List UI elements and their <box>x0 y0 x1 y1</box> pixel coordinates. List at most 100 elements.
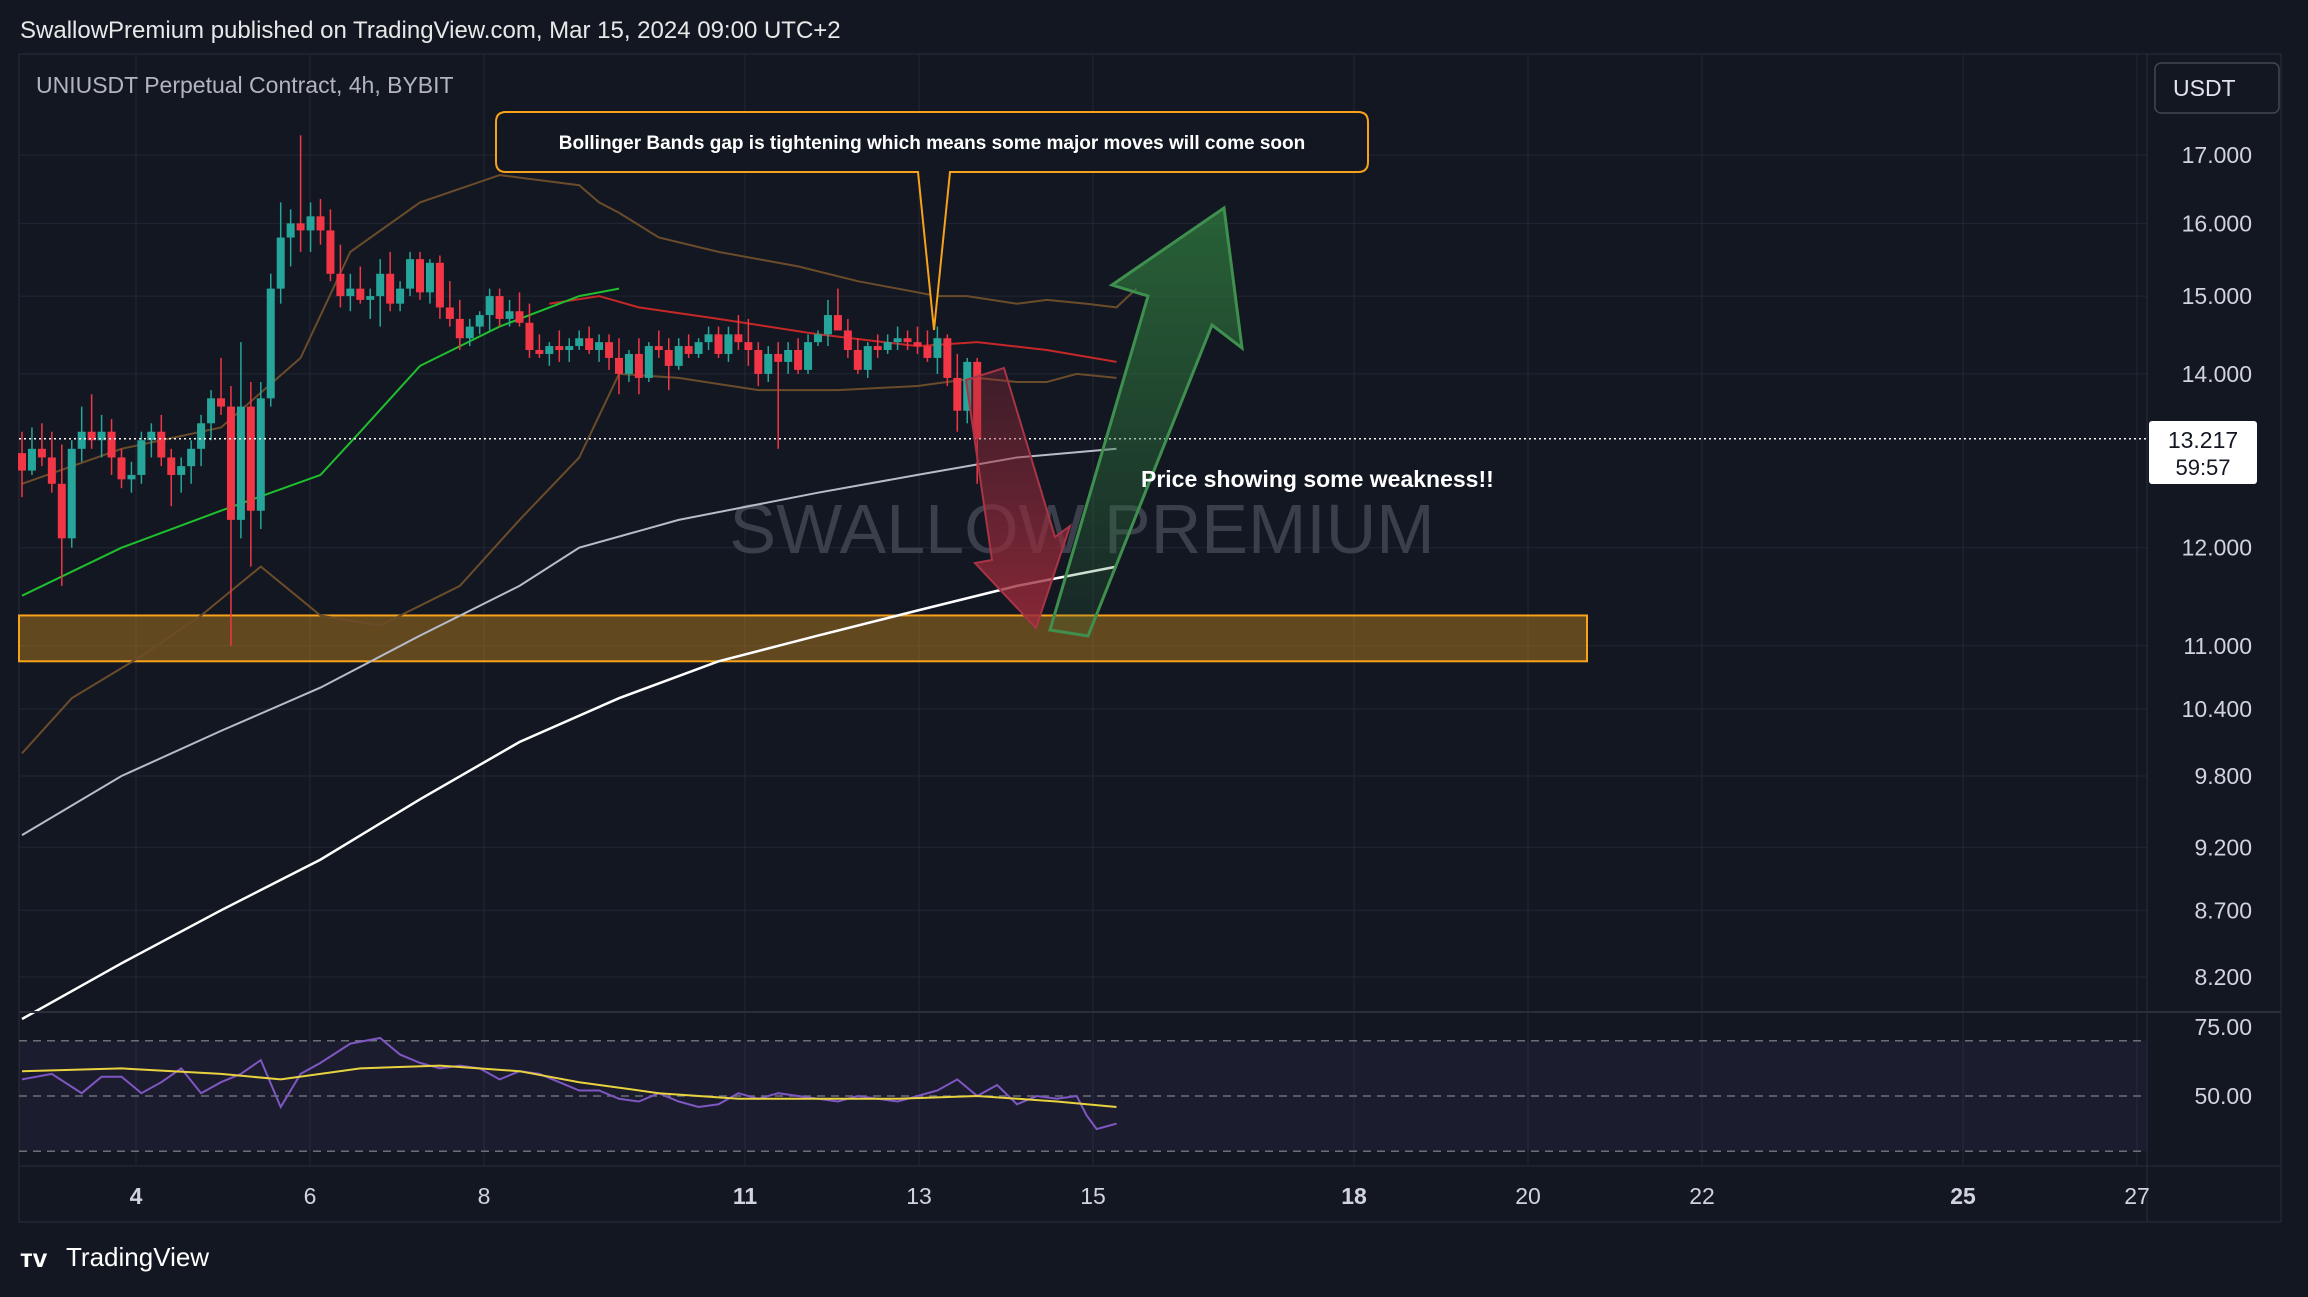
candle-up <box>624 349 633 382</box>
candle-down <box>664 338 673 391</box>
time-tick-label: 18 <box>1341 1183 1367 1209</box>
price-tick-label: 12.000 <box>2182 535 2252 561</box>
candle-down <box>167 448 176 507</box>
candle-down <box>47 431 56 493</box>
time-tick-label: 13 <box>906 1183 932 1209</box>
candle-down <box>923 330 932 362</box>
price-tick-label: 10.400 <box>2182 696 2252 722</box>
candle-up <box>396 281 405 312</box>
candle-down <box>714 326 723 358</box>
candle-down <box>455 299 464 350</box>
price-tick-label: 16.000 <box>2182 210 2252 236</box>
candle-down <box>853 338 862 374</box>
candle-down <box>87 394 96 449</box>
candle-up <box>863 342 872 378</box>
time-tick-label: 27 <box>2124 1183 2150 1209</box>
ma-gray-line <box>21 447 1117 836</box>
candle-up <box>893 326 902 350</box>
candle-down <box>157 414 166 467</box>
bearish-arrow <box>964 366 1072 630</box>
candle-up <box>644 342 653 382</box>
time-tick-label: 4 <box>130 1183 143 1209</box>
candle-up <box>465 318 474 347</box>
candle-down <box>107 419 116 475</box>
chart-panel <box>18 53 2282 1223</box>
time-tick-label: 6 <box>304 1183 317 1209</box>
candle-down <box>754 342 763 387</box>
publish-line: SwallowPremium published on TradingView.… <box>20 17 841 44</box>
bullish-arrow <box>1048 205 1244 638</box>
candle-up <box>276 202 285 304</box>
candle-down <box>744 318 753 366</box>
candle-down <box>873 334 882 358</box>
candle-down <box>18 431 26 498</box>
tradingview-logo[interactable]: ᴛᴠ TradingView <box>20 1242 209 1273</box>
candle-up <box>475 311 484 335</box>
candle-down <box>943 334 952 387</box>
candle-down <box>316 198 325 245</box>
currency-label: USDT <box>2173 75 2236 101</box>
rsi-tick-label: 75.00 <box>2194 1014 2252 1040</box>
rsi-ma-line <box>21 1064 1117 1108</box>
candle-up <box>406 251 415 297</box>
candle-up <box>67 440 76 548</box>
candle-up <box>565 338 574 362</box>
candle-up <box>27 427 36 475</box>
candle-down <box>585 326 594 354</box>
candle-down <box>336 244 345 308</box>
candle-up <box>823 299 832 347</box>
candle-up <box>256 381 265 530</box>
candle-up <box>306 202 315 252</box>
candle-down <box>326 209 335 282</box>
bbands-annotation: Bollinger Bands gap is tightening which … <box>559 133 1305 154</box>
tradingview-logo-icon: ᴛᴠ <box>20 1243 48 1273</box>
price-tick-label: 8.700 <box>2194 897 2252 923</box>
bollinger-upper-line <box>21 174 1138 485</box>
candle-up <box>366 288 375 319</box>
candle-down <box>913 326 922 354</box>
candle-down <box>953 353 962 432</box>
candle-down <box>296 135 305 252</box>
candle-down <box>515 292 524 327</box>
candle-up <box>804 334 813 374</box>
time-axis: 4 6 8 11 13 15 18 20 22 25 27 <box>130 1183 2150 1209</box>
candle-up <box>97 414 106 458</box>
price-axis: 17.000 16.000 15.000 14.000 12.000 11.000 10.4… <box>2182 142 2252 990</box>
candle-down <box>654 330 663 358</box>
candle-down <box>57 444 66 586</box>
weakness-annotation: Price showing some weakness!! <box>1141 466 1494 492</box>
price-tick-label: 17.000 <box>2182 142 2252 168</box>
price-tick-label: 9.800 <box>2194 763 2252 789</box>
price-tick-label: 8.200 <box>2194 964 2252 990</box>
time-tick-label: 25 <box>1950 1183 1976 1209</box>
currency-button[interactable]: USDT <box>2154 62 2280 114</box>
last-price-badge: 13.217 59:57 <box>2149 421 2257 484</box>
last-price-value: 13.217 <box>2168 427 2238 453</box>
candle-down <box>833 288 842 331</box>
rsi-axis: 75.00 50.00 <box>2194 1014 2252 1109</box>
candle-up <box>545 342 554 366</box>
candle-up <box>137 431 146 484</box>
price-tick-label: 14.000 <box>2182 361 2252 387</box>
candle-up <box>595 334 604 362</box>
candle-up <box>694 338 703 358</box>
candle-up <box>177 457 186 493</box>
time-tick-label: 8 <box>478 1183 491 1209</box>
candle-up <box>77 406 86 462</box>
candle-down <box>416 251 424 300</box>
ema-green-line <box>21 287 620 597</box>
candle-down <box>495 288 504 327</box>
candle-down <box>246 381 255 567</box>
candle-up <box>704 326 713 350</box>
time-tick-label: 22 <box>1689 1183 1715 1209</box>
countdown-value: 59:57 <box>2175 455 2230 480</box>
candle-up <box>425 259 434 304</box>
candle-down <box>356 266 365 304</box>
candle-up <box>933 326 942 374</box>
candle-up <box>485 288 494 331</box>
candle-down <box>535 334 544 358</box>
candle-down <box>774 342 783 449</box>
ma-white-line <box>21 565 1117 1021</box>
